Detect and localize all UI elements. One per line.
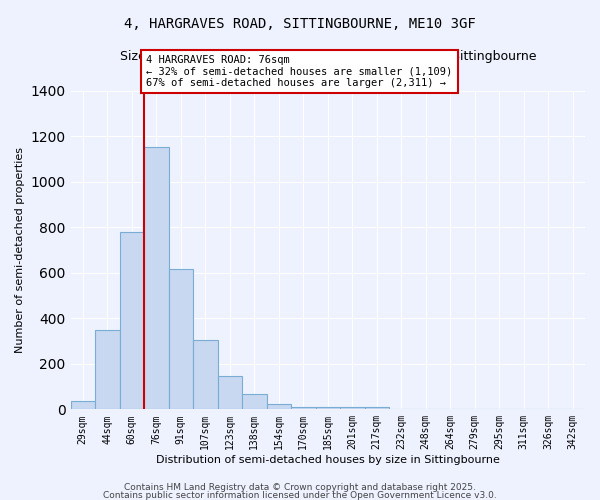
Bar bbox=[71, 402, 95, 409]
X-axis label: Distribution of semi-detached houses by size in Sittingbourne: Distribution of semi-detached houses by … bbox=[156, 455, 500, 465]
Text: Contains HM Land Registry data © Crown copyright and database right 2025.: Contains HM Land Registry data © Crown c… bbox=[124, 484, 476, 492]
Bar bbox=[193, 340, 218, 409]
Bar bbox=[340, 406, 365, 410]
Bar bbox=[242, 394, 266, 409]
Y-axis label: Number of semi-detached properties: Number of semi-detached properties bbox=[15, 147, 25, 353]
Text: 4 HARGRAVES ROAD: 76sqm
← 32% of semi-detached houses are smaller (1,109)
67% of: 4 HARGRAVES ROAD: 76sqm ← 32% of semi-de… bbox=[146, 55, 453, 88]
Bar bbox=[169, 270, 193, 410]
Bar bbox=[144, 148, 169, 410]
Title: Size of property relative to semi-detached houses in Sittingbourne: Size of property relative to semi-detach… bbox=[119, 50, 536, 63]
Text: Contains public sector information licensed under the Open Government Licence v3: Contains public sector information licen… bbox=[103, 490, 497, 500]
Text: 4, HARGRAVES ROAD, SITTINGBOURNE, ME10 3GF: 4, HARGRAVES ROAD, SITTINGBOURNE, ME10 3… bbox=[124, 18, 476, 32]
Bar bbox=[218, 376, 242, 410]
Bar bbox=[291, 406, 316, 410]
Bar bbox=[95, 330, 119, 409]
Bar bbox=[266, 404, 291, 409]
Bar bbox=[365, 407, 389, 410]
Bar bbox=[119, 232, 144, 410]
Bar bbox=[316, 407, 340, 410]
